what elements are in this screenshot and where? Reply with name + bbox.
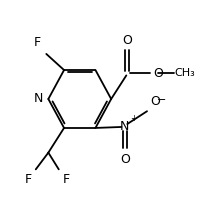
Text: N: N xyxy=(120,120,129,133)
Text: O: O xyxy=(150,95,160,108)
Text: O: O xyxy=(123,34,132,47)
Text: O: O xyxy=(153,67,163,80)
Text: N: N xyxy=(34,91,44,105)
Text: F: F xyxy=(25,173,32,186)
Text: F: F xyxy=(62,173,70,186)
Text: +: + xyxy=(130,114,137,123)
Text: −: − xyxy=(157,95,166,105)
Text: F: F xyxy=(34,36,41,50)
Text: O: O xyxy=(120,152,130,166)
Text: CH₃: CH₃ xyxy=(175,68,195,78)
